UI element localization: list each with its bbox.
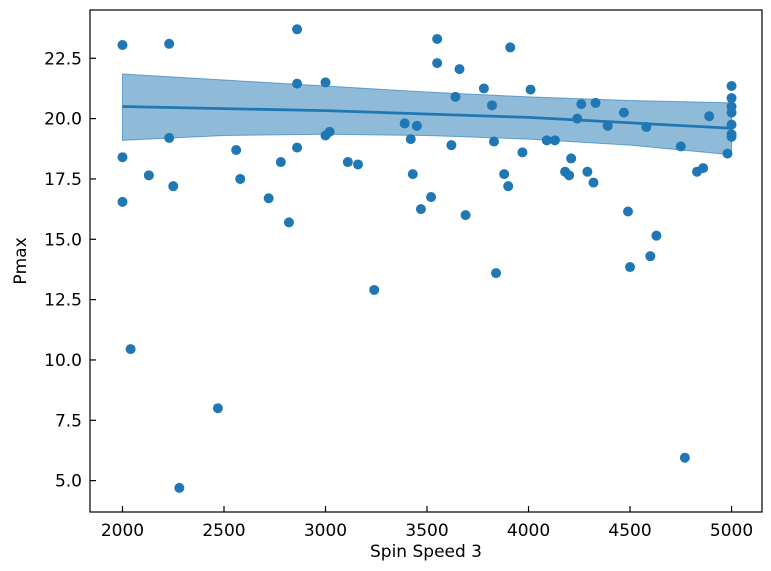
x-tick-label: 4000 [507,521,550,541]
data-point [722,148,733,159]
data-point [572,113,583,124]
data-point [263,193,274,204]
y-tick-label: 12.5 [44,291,82,311]
axes-layer: 2000 2500 3000 3500 4000 4500 5000 5.0 7.5 10.0 12… [44,49,753,541]
data-point [168,181,179,192]
data-point [399,118,410,129]
data-point [675,141,686,152]
x-tick-label: 2500 [202,521,245,541]
data-point [478,83,489,94]
data-point [411,120,422,131]
data-point [618,107,629,118]
data-point [369,284,380,295]
data-point [549,135,560,146]
data-point [212,403,223,414]
data-point [117,196,128,207]
y-tick-label: 17.5 [44,170,82,190]
data-point [645,251,656,262]
data-point [352,159,363,170]
data-point [283,217,294,228]
data-point [726,81,737,92]
data-point [460,210,471,221]
x-tick-label: 3000 [304,521,347,541]
y-tick-label: 5.0 [55,472,82,492]
y-tick-label: 10.0 [44,351,82,371]
data-point [582,166,593,177]
data-point [525,84,536,95]
x-tick-label: 5000 [710,521,753,541]
data-point [651,230,662,241]
data-point [405,134,416,145]
data-point [517,147,528,158]
data-point [698,163,709,174]
x-tick-label: 2000 [101,521,144,541]
y-tick-label: 20.0 [44,110,82,130]
x-axis-label: Spin Speed 3 [370,542,482,562]
data-point [342,157,353,168]
data-point [726,131,737,142]
data-point [446,140,457,151]
y-tick-label: 22.5 [44,49,82,69]
data-point [292,142,303,153]
y-tick-label: 15.0 [44,230,82,250]
data-point [564,170,575,181]
data-point [489,136,500,147]
data-point [491,268,502,279]
data-point [726,119,737,130]
data-point [625,262,636,273]
data-point [679,452,690,463]
data-point [505,42,516,53]
data-point [164,38,175,49]
data-point [726,93,737,104]
data-point [117,152,128,163]
data-point [588,177,599,188]
x-tick-label: 4500 [608,521,651,541]
data-point [566,153,577,164]
data-point [164,132,175,143]
data-point [407,169,418,180]
data-point [432,33,443,44]
data-point [499,169,510,180]
data-point [450,91,461,102]
data-point [275,157,286,168]
data-point [432,58,443,69]
data-point [576,99,587,110]
y-tick-label: 7.5 [55,411,82,431]
fit-line-layer [122,105,732,130]
data-point [623,206,634,217]
data-point [235,173,246,184]
data-point [704,111,715,122]
data-point [726,107,737,118]
data-point [454,64,465,75]
data-point [324,126,335,137]
data-point [143,170,154,181]
data-point [541,135,552,146]
fit-line [122,105,732,130]
data-point [174,482,185,493]
data-point [292,78,303,89]
data-point [426,192,437,203]
data-points-layer [117,24,737,493]
data-point [503,181,514,192]
data-point [320,77,331,88]
data-point [415,204,426,215]
data-point [590,97,601,108]
y-axis-label: Pmax [11,237,31,284]
data-point [292,24,303,35]
data-point [117,39,128,50]
data-point [231,144,242,155]
data-point [641,122,652,133]
data-point [486,100,497,111]
plot-frame [89,9,763,513]
data-point [602,120,613,131]
data-point [125,344,136,355]
x-tick-label: 3500 [405,521,448,541]
